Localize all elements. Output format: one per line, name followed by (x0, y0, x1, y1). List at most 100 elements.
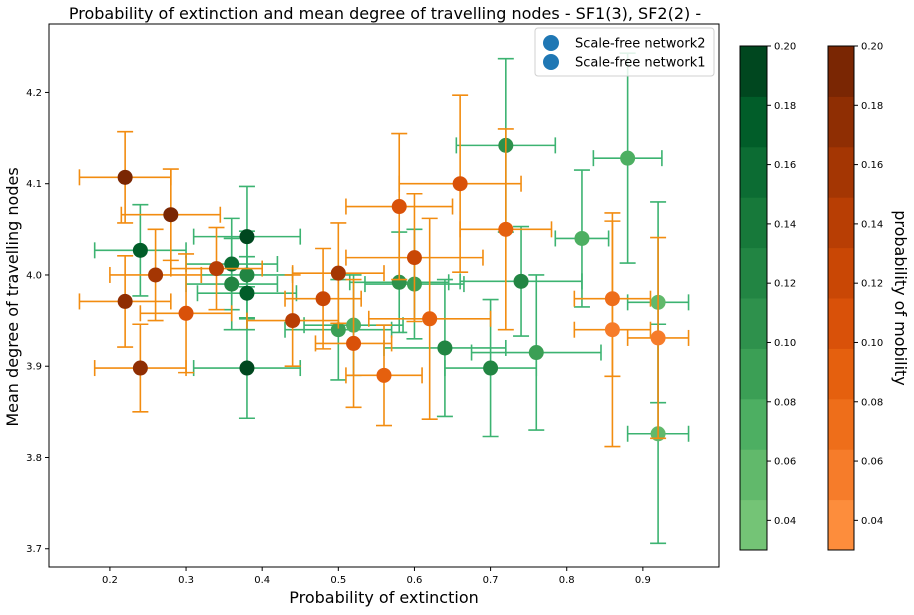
data-point (574, 230, 590, 246)
colorbar-segment (828, 247, 854, 299)
data-point (132, 360, 148, 376)
legend-marker (543, 54, 559, 70)
colorbar-segment (828, 96, 854, 148)
x-tick-label: 0.8 (559, 575, 575, 586)
data-point (604, 291, 620, 307)
colorbar-tick-label: 0.08 (861, 397, 883, 408)
data-point (239, 229, 255, 245)
data-point (315, 291, 331, 307)
colorbar-segment (828, 46, 854, 97)
x-tick-label: 0.2 (102, 575, 118, 586)
y-tick-label: 3.8 (26, 453, 42, 464)
y-tick-label: 4.1 (26, 179, 42, 190)
data-point (224, 256, 240, 272)
data-point (604, 322, 620, 338)
data-point (239, 360, 255, 376)
chart-title: Probability of extinction and mean degre… (69, 4, 701, 23)
colorbar-segment (740, 449, 767, 501)
colorbar-tick-label: 0.10 (861, 338, 883, 349)
colorbar-tick-label: 0.06 (861, 457, 883, 468)
y-tick-label: 3.7 (26, 544, 42, 555)
colorbar-segment (828, 449, 854, 501)
colorbar-segment (740, 46, 767, 97)
data-point (391, 274, 407, 290)
data-point (239, 285, 255, 301)
x-axis-label: Probability of extinction (289, 588, 479, 607)
data-point (376, 367, 392, 383)
data-point (346, 335, 362, 351)
colorbars: 0.040.060.080.100.120.140.160.180.200.04… (739, 42, 883, 551)
colorbar-greens: 0.04 0.06 0.08 0.10 0.12 0.14 0.16 0.18 0.20 (739, 42, 796, 551)
colorbar-segment (828, 146, 854, 198)
colorbar-segment (740, 348, 767, 400)
data-point (330, 322, 346, 338)
colorbar-segment (740, 247, 767, 299)
data-point (650, 330, 666, 346)
data-point (178, 305, 194, 321)
colorbar-segment (828, 499, 854, 551)
data-point (452, 176, 468, 192)
y-axis-label: Mean degree of travelling nodes (3, 167, 22, 426)
x-tick-label: 0.6 (407, 575, 423, 586)
colorbar-segment (828, 348, 854, 400)
colorbar-tick-label: 0.06 (774, 457, 796, 468)
legend: Scale-free network2 Scale-free network1 (534, 27, 715, 77)
plot-frame (48, 23, 720, 568)
colorbar-tick-label: 0.20 (861, 42, 883, 53)
x-tick-label: 0.3 (178, 575, 194, 586)
data-point (285, 313, 301, 329)
colorbar-tick-label: 0.18 (861, 101, 883, 112)
series-oranges (78, 94, 690, 448)
data-point (163, 207, 179, 223)
data-point (209, 261, 224, 277)
colorbar-segment (828, 197, 854, 249)
colorbar-segment (740, 499, 767, 551)
colorbar-segment (828, 298, 854, 349)
colorbar-segment (740, 197, 767, 249)
data-point (117, 293, 133, 309)
data-point (224, 276, 240, 292)
y-tick-label: 4.2 (26, 88, 42, 99)
data-point (391, 199, 407, 215)
colorbar-segment (740, 146, 767, 198)
legend-box (534, 27, 715, 77)
data-point (148, 267, 164, 283)
colorbar-tick-label: 0.04 (861, 516, 883, 527)
y-tick-label: 4.0 (26, 270, 42, 281)
plot-area: 0.2 0.3 0.4 0.5 0.6 0.7 0.8 0.9 3.7 3.8 3.9 4.0 4.1 4… (26, 23, 720, 586)
colorbar-tick-label: 0.10 (774, 338, 796, 349)
x-tick-label: 0.7 (483, 575, 499, 586)
data-point (422, 311, 438, 327)
colorbar-frame (827, 45, 855, 551)
colorbar-segment (740, 398, 767, 450)
colorbar-tick-label: 0.20 (774, 42, 796, 53)
data-point (117, 169, 133, 185)
colorbar-oranges: 0.04 0.06 0.08 0.10 0.12 0.14 0.16 0.18 0.20 (827, 42, 883, 551)
colorbar-tick-label: 0.16 (774, 160, 796, 171)
data-point (330, 265, 346, 281)
data-point (406, 250, 422, 266)
colorbar-tick-label: 0.12 (861, 279, 883, 290)
colorbar-segment (740, 298, 767, 349)
colorbar-orange-label: probability of mobility (891, 210, 910, 386)
colorbar-segment (740, 96, 767, 148)
legend-label: Scale-free network1 (575, 56, 706, 71)
colorbar-tick-label: 0.14 (861, 219, 883, 230)
data-point (239, 267, 255, 283)
data-point (437, 340, 453, 356)
colorbar-segment (828, 398, 854, 450)
x-tick-label: 0.9 (635, 575, 651, 586)
data-point (528, 345, 544, 361)
data-point (498, 221, 514, 237)
x-tick-label: 0.4 (254, 575, 270, 586)
data-point (620, 150, 636, 166)
colorbar-tick-label: 0.12 (774, 279, 796, 290)
colorbar-tick-label: 0.18 (774, 101, 796, 112)
y-tick-label: 3.9 (26, 362, 42, 373)
data-point (132, 242, 148, 258)
colorbar-tick-label: 0.16 (861, 160, 883, 171)
data-point (483, 360, 499, 376)
legend-label: Scale-free network2 (575, 37, 706, 52)
